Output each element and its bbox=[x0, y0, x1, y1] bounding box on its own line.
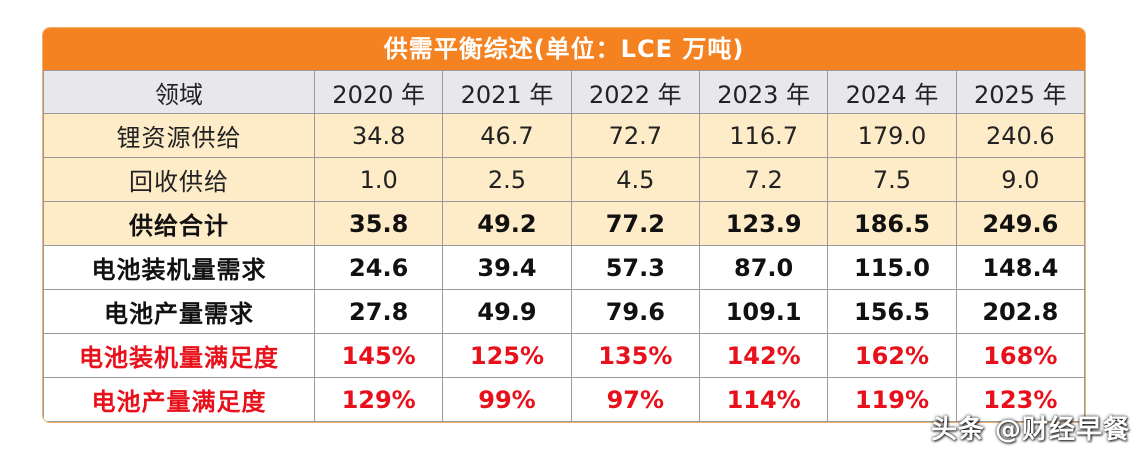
table-cell: 87.0 bbox=[698, 245, 829, 290]
supply-demand-table-container: 供需平衡综述(单位：LCE 万吨) 领域 2020 年 2021 年 2022 … bbox=[42, 27, 1086, 423]
table-cell: 49.2 bbox=[442, 201, 572, 246]
table-row: 电池产量需求 27.8 49.9 79.6 109.1 156.5 202.8 bbox=[43, 289, 1085, 334]
table-cell: 24.6 bbox=[313, 245, 444, 290]
table-cell: 145% bbox=[313, 333, 444, 378]
table-cell: 135% bbox=[570, 333, 700, 378]
table-cell: 79.6 bbox=[570, 289, 700, 334]
table-cell: 115.0 bbox=[827, 245, 957, 290]
table-cell: 46.7 bbox=[442, 113, 572, 158]
table-cell: 4.5 bbox=[570, 157, 700, 202]
header-year: 2020 年 bbox=[313, 70, 444, 114]
table-cell: 116.7 bbox=[698, 113, 829, 158]
table-cell: 129% bbox=[313, 377, 444, 422]
table-cell: 9.0 bbox=[955, 157, 1085, 202]
table-cell: 156.5 bbox=[827, 289, 957, 334]
header-year: 2023 年 bbox=[698, 70, 829, 114]
table-cell: 168% bbox=[955, 333, 1085, 378]
header-row: 领域 2020 年 2021 年 2022 年 2023 年 2024 年 20… bbox=[43, 70, 1085, 114]
table-cell: 99% bbox=[442, 377, 572, 422]
table-cell: 97% bbox=[570, 377, 700, 422]
watermark: 头条 @财经早餐 bbox=[930, 415, 1130, 445]
table-row: 电池产量满足度 129% 99% 97% 114% 119% 123% bbox=[43, 377, 1085, 422]
table-cell: 109.1 bbox=[698, 289, 829, 334]
row-label: 电池产量需求 bbox=[43, 289, 315, 334]
supply-demand-table: 领域 2020 年 2021 年 2022 年 2023 年 2024 年 20… bbox=[43, 70, 1085, 422]
table-cell: 119% bbox=[827, 377, 957, 422]
row-label: 回收供给 bbox=[43, 157, 315, 202]
table-cell: 142% bbox=[698, 333, 829, 378]
table-cell: 123% bbox=[955, 377, 1085, 422]
table-cell: 2.5 bbox=[442, 157, 572, 202]
row-label: 锂资源供给 bbox=[43, 113, 315, 158]
table-cell: 39.4 bbox=[442, 245, 572, 290]
row-label: 电池装机量需求 bbox=[43, 245, 315, 290]
header-year: 2022 年 bbox=[570, 70, 700, 114]
table-cell: 125% bbox=[442, 333, 572, 378]
table-cell: 1.0 bbox=[313, 157, 444, 202]
row-label: 电池产量满足度 bbox=[43, 377, 315, 422]
table-cell: 114% bbox=[698, 377, 829, 422]
table-cell: 7.5 bbox=[827, 157, 957, 202]
table-cell: 77.2 bbox=[570, 201, 700, 246]
table-cell: 49.9 bbox=[442, 289, 572, 334]
table-cell: 35.8 bbox=[313, 201, 444, 246]
table-row: 回收供给 1.0 2.5 4.5 7.2 7.5 9.0 bbox=[43, 157, 1085, 202]
table-cell: 72.7 bbox=[570, 113, 700, 158]
table-cell: 240.6 bbox=[955, 113, 1085, 158]
table-cell: 34.8 bbox=[313, 113, 444, 158]
table-row: 电池装机量满足度 145% 125% 135% 142% 162% 168% bbox=[43, 333, 1085, 378]
table-cell: 249.6 bbox=[955, 201, 1085, 246]
table-row: 电池装机量需求 24.6 39.4 57.3 87.0 115.0 148.4 bbox=[43, 245, 1085, 290]
row-label: 电池装机量满足度 bbox=[43, 333, 315, 378]
header-label: 领域 bbox=[43, 70, 315, 114]
table-row: 供给合计 35.8 49.2 77.2 123.9 186.5 249.6 bbox=[43, 201, 1085, 246]
table-cell: 148.4 bbox=[955, 245, 1085, 290]
table-title: 供需平衡综述(单位：LCE 万吨) bbox=[43, 28, 1085, 70]
header-year: 2025 年 bbox=[955, 70, 1085, 114]
table-cell: 186.5 bbox=[827, 201, 957, 246]
row-label: 供给合计 bbox=[43, 201, 315, 246]
table-cell: 202.8 bbox=[955, 289, 1085, 334]
header-year: 2024 年 bbox=[827, 70, 957, 114]
table-cell: 27.8 bbox=[313, 289, 444, 334]
table-cell: 162% bbox=[827, 333, 957, 378]
table-cell: 123.9 bbox=[698, 201, 829, 246]
table-cell: 57.3 bbox=[570, 245, 700, 290]
header-year: 2021 年 bbox=[442, 70, 572, 114]
table-cell: 7.2 bbox=[698, 157, 829, 202]
table-cell: 179.0 bbox=[827, 113, 957, 158]
table-row: 锂资源供给 34.8 46.7 72.7 116.7 179.0 240.6 bbox=[43, 113, 1085, 158]
